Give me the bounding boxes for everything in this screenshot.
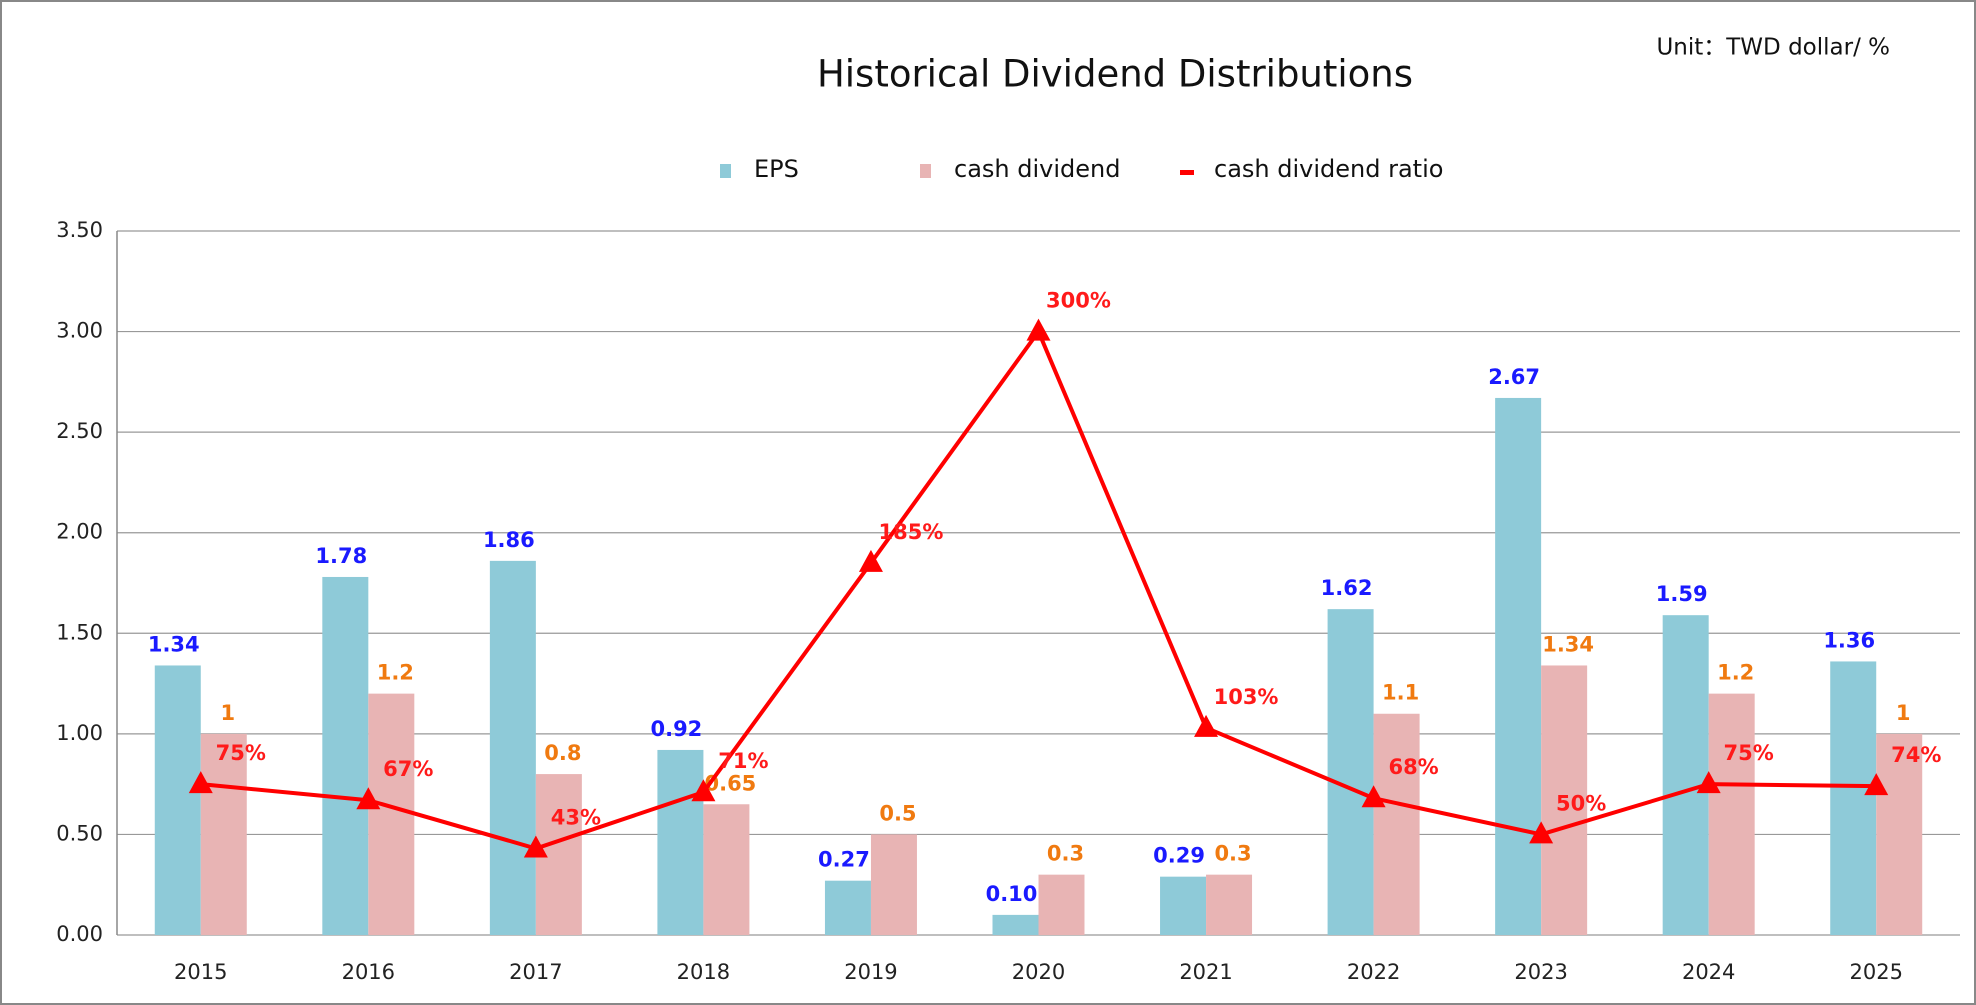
data-label: 1 bbox=[220, 701, 235, 725]
data-label: 67% bbox=[383, 757, 433, 781]
bar bbox=[1662, 615, 1709, 935]
data-label: 0.8 bbox=[544, 741, 581, 765]
data-label: 0.65 bbox=[704, 771, 756, 795]
x-tick-label: 2016 bbox=[342, 960, 395, 984]
x-tick-label: 2019 bbox=[844, 960, 897, 984]
bar bbox=[200, 733, 247, 935]
data-label: 185% bbox=[879, 520, 944, 544]
bar bbox=[1038, 874, 1085, 935]
legend-swatch bbox=[720, 164, 731, 178]
y-tick-label: 3.00 bbox=[56, 319, 103, 343]
data-label: 0.29 bbox=[1153, 844, 1205, 868]
bar bbox=[1708, 693, 1755, 935]
y-tick-label: 3.50 bbox=[56, 218, 103, 242]
bar bbox=[870, 834, 917, 935]
x-tick-label: 2021 bbox=[1179, 960, 1232, 984]
data-label: 300% bbox=[1046, 289, 1111, 313]
ratio-marker bbox=[1529, 821, 1554, 844]
legend-swatch bbox=[1180, 170, 1194, 175]
data-label: 1.1 bbox=[1382, 681, 1419, 705]
data-label: 1.34 bbox=[1542, 632, 1594, 656]
data-label: 1.34 bbox=[148, 632, 200, 656]
data-label: 2.67 bbox=[1488, 365, 1540, 389]
legend-swatch bbox=[920, 164, 931, 178]
y-tick-label: 2.00 bbox=[56, 520, 103, 544]
ratio-marker bbox=[1696, 771, 1721, 794]
x-tick-label: 2015 bbox=[174, 960, 227, 984]
bar bbox=[992, 914, 1039, 935]
data-label: 1.59 bbox=[1656, 582, 1708, 606]
ratio-marker bbox=[356, 787, 381, 810]
data-label: 103% bbox=[1214, 685, 1279, 709]
x-tick-label: 2017 bbox=[509, 960, 562, 984]
data-label: 1.62 bbox=[1321, 576, 1373, 600]
ratio-marker bbox=[1864, 773, 1889, 796]
bar bbox=[1495, 397, 1542, 935]
y-tick-label: 1.00 bbox=[56, 721, 103, 745]
ratio-marker bbox=[1194, 714, 1219, 737]
ratio-marker bbox=[188, 771, 213, 794]
data-label: 74% bbox=[1891, 743, 1941, 767]
data-label: 75% bbox=[216, 741, 266, 765]
data-label: 0.3 bbox=[1214, 842, 1251, 866]
data-label: 1.2 bbox=[377, 661, 414, 685]
data-label: 0.92 bbox=[650, 717, 702, 741]
ratio-marker bbox=[1361, 785, 1386, 808]
y-tick-label: 1.50 bbox=[56, 620, 103, 644]
y-tick-label: 0.00 bbox=[56, 922, 103, 946]
data-label: 0.3 bbox=[1047, 842, 1084, 866]
data-label: 1.86 bbox=[483, 528, 535, 552]
bar bbox=[1541, 665, 1588, 935]
bar bbox=[322, 576, 369, 935]
ratio-marker bbox=[523, 835, 548, 858]
data-label: 0.10 bbox=[986, 882, 1038, 906]
data-label: 1.2 bbox=[1717, 661, 1754, 685]
data-label: 43% bbox=[551, 806, 601, 830]
data-label: 0.27 bbox=[818, 848, 870, 872]
bar bbox=[1830, 661, 1877, 935]
bar bbox=[1327, 609, 1374, 935]
bar bbox=[154, 665, 201, 935]
ratio-marker bbox=[858, 549, 883, 572]
data-label: 0.5 bbox=[879, 801, 916, 825]
bar bbox=[657, 749, 704, 935]
bar bbox=[824, 880, 871, 935]
unit-note: Unit：TWD dollar/ % bbox=[1656, 35, 1890, 61]
bar bbox=[1373, 713, 1420, 935]
y-tick-label: 2.50 bbox=[56, 419, 103, 443]
x-tick-label: 2020 bbox=[1012, 960, 1065, 984]
x-tick-label: 2023 bbox=[1514, 960, 1567, 984]
x-tick-label: 2022 bbox=[1347, 960, 1400, 984]
bar bbox=[1206, 874, 1253, 935]
data-label: 1 bbox=[1896, 701, 1911, 725]
x-tick-label: 2025 bbox=[1850, 960, 1903, 984]
x-tick-label: 2024 bbox=[1682, 960, 1735, 984]
bar bbox=[1160, 876, 1207, 935]
data-label: 68% bbox=[1388, 755, 1438, 779]
data-label: 50% bbox=[1556, 791, 1606, 815]
legend-label: cash dividend bbox=[954, 155, 1120, 183]
data-label: 1.78 bbox=[315, 544, 367, 568]
ratio-marker bbox=[1026, 318, 1051, 341]
chart-title: Historical Dividend Distributions bbox=[817, 53, 1413, 96]
data-label: 1.36 bbox=[1823, 628, 1875, 652]
ratio-marker bbox=[691, 779, 716, 802]
x-tick-label: 2018 bbox=[677, 960, 730, 984]
bar bbox=[368, 693, 415, 935]
y-tick-label: 0.50 bbox=[56, 821, 103, 845]
legend-label: EPS bbox=[754, 155, 799, 183]
data-label: 75% bbox=[1724, 741, 1774, 765]
bar bbox=[489, 560, 536, 935]
legend-label: cash dividend ratio bbox=[1214, 155, 1443, 183]
bar bbox=[1876, 733, 1923, 935]
bar bbox=[703, 804, 750, 935]
data-label: 71% bbox=[718, 749, 768, 773]
